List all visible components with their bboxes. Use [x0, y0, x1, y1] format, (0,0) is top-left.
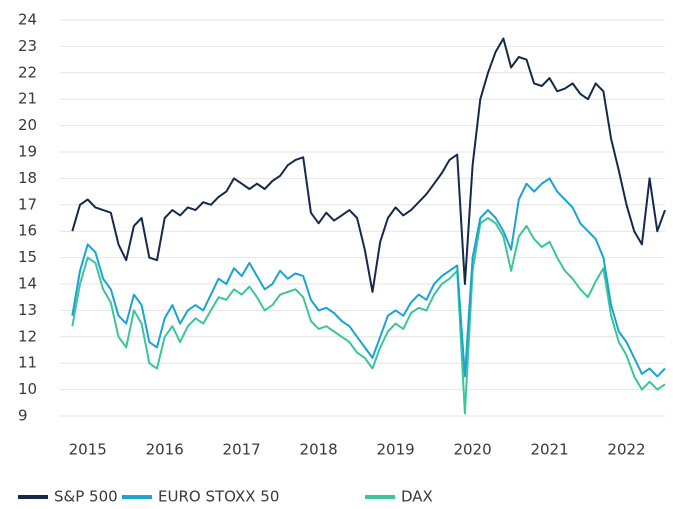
y-tick-label: 21 [18, 90, 37, 108]
y-tick-label: 24 [18, 11, 37, 29]
x-tick-label: 2021 [530, 441, 568, 459]
x-tick-label: 2016 [146, 441, 184, 459]
x-tick-label: 2018 [300, 441, 338, 459]
y-tick-label: 14 [18, 275, 37, 293]
y-tick-label: 22 [18, 63, 37, 81]
x-tick-label: 2015 [69, 441, 107, 459]
y-tick-label: 18 [18, 169, 37, 187]
series-line [71, 37, 666, 293]
y-tick-label: 12 [18, 327, 37, 345]
y-tick-label: 23 [18, 37, 37, 55]
y-tick-label: 16 [18, 222, 37, 240]
x-tick-label: 2022 [607, 441, 645, 459]
series-line [71, 177, 666, 378]
x-tick-label: 2020 [453, 441, 491, 459]
x-tick-label: 2019 [377, 441, 415, 459]
y-tick-label: 19 [18, 143, 37, 161]
series-line [71, 217, 666, 415]
y-tick-label: 17 [18, 195, 37, 213]
y-tick-label: 11 [18, 354, 37, 372]
x-tick-label: 2017 [223, 441, 261, 459]
legend-label: S&P 500 [54, 488, 118, 506]
y-tick-label: 15 [18, 248, 37, 266]
y-tick-label: 13 [18, 301, 37, 319]
legend-label: DAX [401, 488, 433, 506]
y-tick-label: 9 [18, 407, 28, 425]
y-tick-label: 10 [18, 380, 37, 398]
legend-label: EURO STOXX 50 [158, 488, 279, 506]
y-tick-label: 20 [18, 116, 37, 134]
